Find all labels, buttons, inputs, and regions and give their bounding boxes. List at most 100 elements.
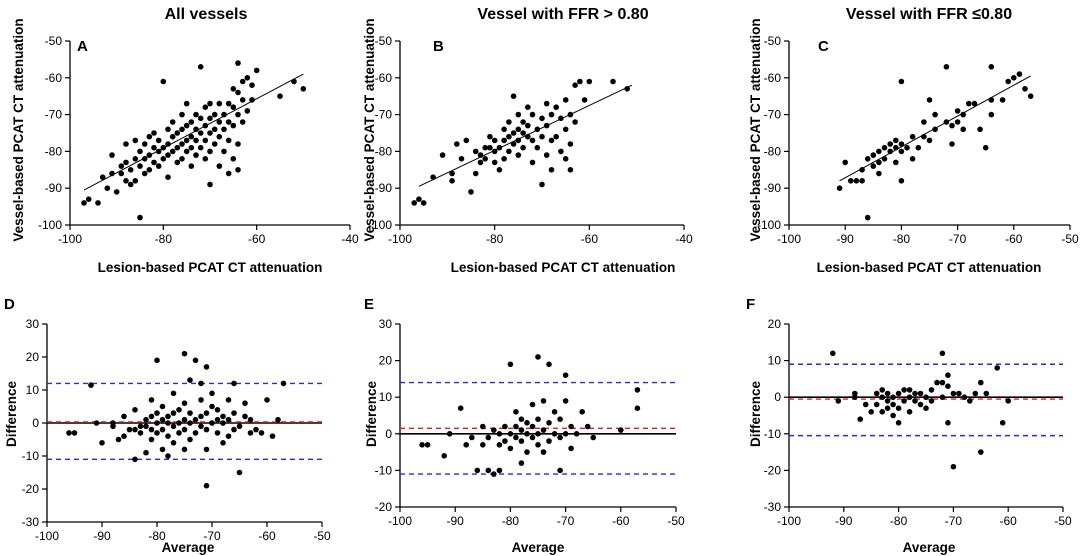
data-point [939,394,946,401]
data-point [463,137,470,144]
x-tick-label: -100 [777,232,801,246]
data-point [480,442,486,448]
data-point [491,471,497,477]
data-point [132,156,139,162]
data-point [211,141,218,147]
data-point [449,178,455,184]
data-point [165,126,171,133]
data-point [277,93,283,99]
panel-a-title: All vessels [165,6,248,23]
data-point [239,78,246,85]
data-point [113,189,120,195]
data-point [137,163,143,169]
panel-d-letter: D [4,296,15,313]
data-point [1027,93,1034,99]
data-point [225,416,232,423]
data-point [507,361,514,368]
data-point [269,433,276,440]
data-point [923,394,929,401]
data-point [518,438,525,444]
x-tick-label: -60 [258,529,276,543]
y-tick-label: -10 [375,463,393,477]
data-point [93,420,100,426]
data-point [540,427,547,433]
data-point [487,133,493,140]
data-point [126,426,133,433]
data-point [121,433,127,440]
data-point [543,152,550,158]
y-tick-label: -50 [375,34,393,48]
data-point [873,401,880,408]
data-point [485,467,492,474]
data-point [618,427,624,433]
data-point [507,431,514,437]
x-tick-label: -80 [155,232,173,246]
y-tick-label: -30 [764,500,782,514]
x-tick-label: -80 [486,232,504,246]
data-point [624,86,630,92]
data-point [529,159,536,166]
data-point [895,390,902,397]
data-point [85,196,92,202]
y-tick-label: -80 [45,144,63,158]
data-point [203,364,210,370]
data-point [572,82,578,88]
data-point [482,156,489,162]
panel-f-x-label: Average [903,540,956,555]
data-point [557,467,563,474]
data-point [983,390,990,397]
data-point [562,431,569,437]
data-point [216,133,223,140]
data-point [155,137,162,144]
data-point [207,115,213,122]
data-point [1005,398,1011,404]
panel-e-x-label: Average [512,540,565,555]
data-point [535,354,541,360]
data-point [939,379,946,386]
x-tick-label: -60 [248,232,266,246]
data-point [529,434,536,441]
data-point [520,130,526,136]
data-point [485,434,492,441]
data-point [220,420,226,426]
data-point [181,400,188,407]
data-point [220,413,226,420]
data-point [870,163,877,169]
data-point [209,390,215,397]
data-point [127,181,134,188]
data-point [202,104,209,110]
data-point [187,410,193,416]
y-tick-label: -80 [764,144,782,158]
data-point [890,412,896,419]
data-point [961,394,968,401]
data-point [971,100,978,107]
data-point [890,394,896,401]
y-tick-label: 30 [379,317,393,331]
data-point [420,200,427,206]
panel-a-y-label: Vessel-based PCAT CT attenuation [11,18,26,241]
data-point [857,416,863,423]
data-point [132,456,138,463]
y-tick-label: -100 [757,218,781,232]
data-point [472,148,479,155]
data-point [906,387,913,393]
data-point [416,196,422,202]
data-point [159,426,166,433]
data-point [197,144,204,151]
data-point [932,111,938,118]
data-point [590,434,596,441]
data-point [179,141,185,147]
data-point [506,133,512,140]
x-tick-label: -50 [1061,232,1079,246]
data-point [539,181,545,188]
data-point [187,436,193,443]
data-point [411,200,418,206]
data-point [192,416,199,423]
data-point [235,141,241,147]
y-tick-label: -100 [368,218,392,232]
data-point [557,416,563,423]
data-point [859,167,865,173]
data-point [876,159,882,166]
data-point [264,397,270,403]
